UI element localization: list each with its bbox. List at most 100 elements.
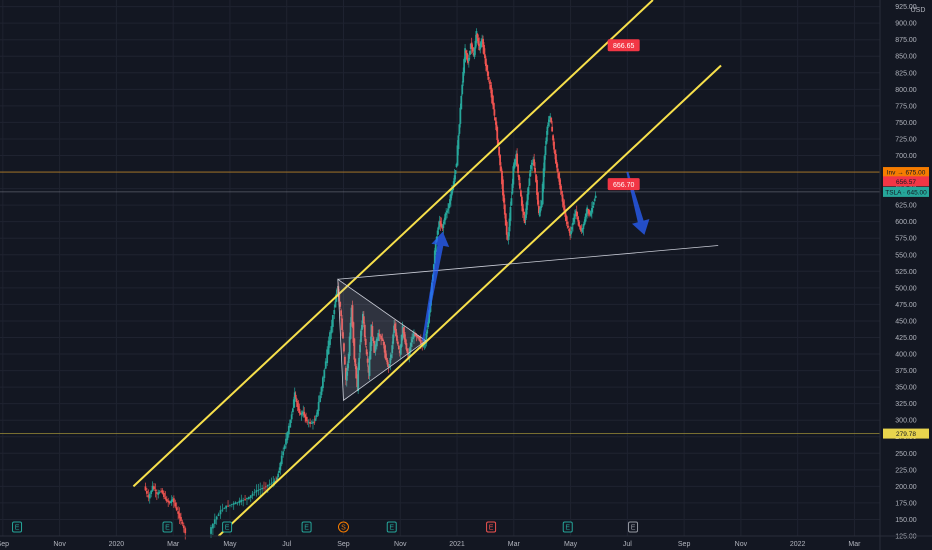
candle-body	[314, 418, 317, 421]
candle-body	[372, 337, 375, 341]
candle-body	[583, 221, 586, 225]
candle-body	[567, 225, 570, 228]
candle-body	[498, 146, 501, 156]
y-tick-label: 925.00	[895, 4, 917, 11]
drawings[interactable]: 866.65 656.70	[132, 0, 722, 537]
candle-body	[386, 360, 389, 365]
y-tick-label: 525.00	[895, 269, 917, 276]
candle-body	[582, 224, 585, 230]
candle-body	[286, 432, 289, 441]
candle-body	[447, 208, 449, 211]
candle-body	[550, 117, 553, 123]
candle-body	[489, 84, 492, 90]
candle-body	[213, 519, 216, 524]
candle-body	[359, 344, 361, 353]
candle-body	[377, 332, 380, 341]
x-tick-label: Nov	[394, 541, 407, 548]
earnings-icon	[486, 521, 497, 533]
candle-body	[365, 349, 368, 355]
candle-body	[374, 344, 377, 352]
candle-body	[319, 395, 321, 403]
candle-body	[366, 358, 369, 363]
candle-body	[320, 386, 323, 395]
candle-body	[525, 202, 528, 215]
candle-body	[223, 508, 226, 510]
y-tick-label: 700.00	[895, 153, 917, 160]
y-tick-label: 550.00	[895, 252, 917, 259]
candle-body	[579, 226, 582, 231]
candle-body	[306, 420, 309, 422]
candle-body	[283, 445, 286, 449]
candle-body	[293, 392, 296, 402]
candle-body	[323, 369, 326, 378]
candle-body	[547, 122, 550, 126]
candles	[144, 28, 597, 540]
candle-body	[466, 52, 468, 60]
candle-body	[212, 523, 214, 529]
candle-body	[182, 525, 185, 529]
axis-price-label: 279.78	[883, 428, 929, 439]
candle-body	[171, 499, 174, 500]
candle-body	[575, 211, 578, 217]
candle-body	[410, 342, 413, 347]
candle-body	[542, 168, 545, 189]
candle-body	[470, 42, 473, 48]
candle-body	[396, 341, 399, 345]
candle-body	[505, 221, 508, 235]
candle-body	[312, 421, 314, 424]
candle-body	[368, 356, 371, 377]
candle-body	[347, 353, 350, 364]
candle-body	[586, 207, 589, 214]
candle-body	[360, 330, 362, 343]
candle-body	[585, 213, 588, 217]
candle-body	[395, 328, 397, 337]
candle-body	[278, 470, 281, 473]
candle-body	[316, 409, 319, 415]
candle-body	[210, 527, 212, 534]
candle-body	[519, 183, 521, 189]
candle-body	[558, 177, 561, 185]
axis-price-label-bg	[883, 176, 929, 187]
candle-body	[428, 310, 431, 323]
candle-body	[527, 187, 530, 195]
price-annotation-bg	[607, 39, 640, 52]
candle-body	[540, 200, 543, 208]
candle-body	[446, 210, 448, 213]
candle-body	[413, 333, 415, 338]
y-tick-label: 450.00	[895, 318, 917, 325]
candle-body	[467, 58, 469, 63]
y-tick-label: 150.00	[895, 517, 917, 524]
candle-body	[144, 486, 147, 491]
candle-body	[562, 201, 565, 206]
candle-body	[408, 353, 411, 357]
candle-body	[158, 491, 161, 493]
candle-body	[551, 126, 554, 132]
candle-body	[157, 492, 160, 495]
y-tick-label: 500.00	[895, 285, 917, 292]
candle-body	[442, 224, 445, 229]
axis-price-label: 656.57	[883, 176, 929, 187]
candle-body	[535, 174, 537, 182]
candle-body	[273, 480, 276, 483]
candle-body	[383, 345, 386, 353]
candle-body	[291, 408, 294, 413]
candle-body	[165, 498, 168, 502]
candle-body	[573, 214, 576, 220]
y-tick-label: 750.00	[895, 120, 917, 127]
y-tick-label: 175.00	[895, 500, 917, 507]
event-marker-label: E	[15, 525, 20, 532]
price-axis[interactable]: 925.00 900.00 875.00 850.00 825.00 800.00 775.…	[879, 0, 929, 550]
x-tick-label: Sep	[678, 541, 691, 548]
candle-body	[177, 511, 180, 514]
candle-body	[559, 184, 562, 190]
candle-body	[326, 349, 329, 364]
candle-body	[587, 209, 589, 210]
candle-body	[227, 505, 229, 507]
candle-body	[449, 199, 451, 205]
candle-body	[290, 414, 293, 420]
candle-body	[389, 357, 392, 364]
time-axis[interactable]: Sep Nov 2020 Mar May Jul Sep Nov 2021 Mar May Jul Se…	[0, 535, 932, 548]
candle-body	[593, 199, 596, 202]
